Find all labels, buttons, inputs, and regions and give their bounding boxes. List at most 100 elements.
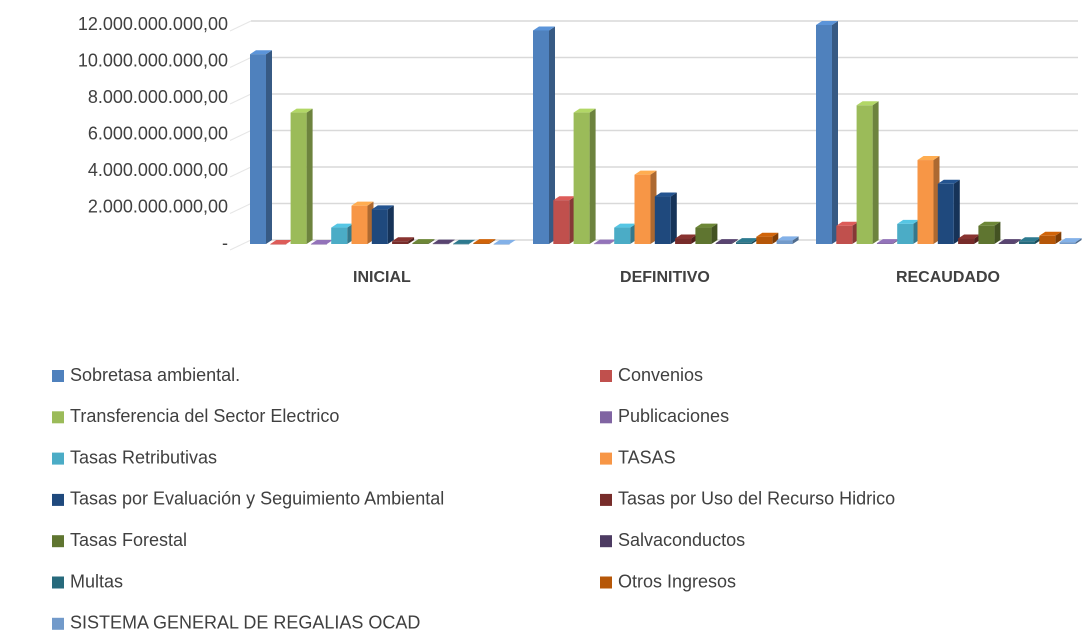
legend-swatch: [52, 452, 64, 465]
y-tick-label: 4.000.000.000,00: [88, 160, 228, 180]
bar-top: [290, 108, 313, 113]
bar-side: [489, 239, 496, 244]
bar-top: [412, 239, 435, 244]
bar-side: [994, 221, 1001, 244]
bar-top: [1059, 238, 1082, 243]
bar: [270, 244, 287, 245]
bar-top: [816, 21, 838, 25]
y-tick-label: 12.000.000.000,00: [78, 14, 228, 34]
bar-side: [711, 223, 718, 244]
legend-swatch: [52, 493, 64, 506]
x-tick-label: INICIAL: [353, 269, 411, 286]
bar-top: [836, 221, 859, 226]
legend-swatch: [600, 452, 612, 465]
legend-label: Otros Ingresos: [618, 571, 736, 591]
legend-label: TASAS: [618, 447, 676, 467]
legend-label: Multas: [70, 571, 123, 591]
bar-top: [654, 192, 677, 197]
bar-top: [998, 239, 1021, 244]
legend-label: Salvaconductos: [618, 530, 745, 550]
bar-top: [331, 223, 354, 228]
bar-top: [270, 240, 293, 244]
bar: [654, 196, 671, 244]
bar-top: [856, 101, 879, 106]
bar-top: [1019, 237, 1041, 242]
bar: [432, 243, 449, 245]
legend-label: Tasas por Evaluación y Seguimiento Ambie…: [70, 489, 444, 509]
bar-side: [792, 236, 799, 244]
bar-side: [408, 237, 415, 244]
legend-swatch: [52, 411, 64, 424]
bar: [736, 242, 752, 244]
bar-side: [266, 50, 272, 245]
legend-label: Tasas Forestal: [70, 530, 187, 550]
bar-top: [917, 156, 940, 161]
bar-side: [1055, 231, 1062, 244]
bar: [978, 225, 995, 244]
bar: [958, 238, 975, 244]
bar-top: [250, 50, 272, 55]
bar: [695, 227, 712, 244]
bar: [573, 112, 590, 244]
y-tick-label: 10.000.000.000,00: [78, 50, 228, 70]
bar: [998, 243, 1015, 244]
legend-label: Convenios: [618, 365, 703, 385]
bar-top: [371, 205, 394, 210]
bar: [937, 183, 954, 244]
bar-side: [1014, 239, 1021, 244]
bar-top: [573, 108, 596, 113]
bar-side: [772, 232, 779, 244]
legend-label: Publicaciones: [618, 406, 729, 426]
bar-top: [978, 221, 1001, 226]
bar-top: [695, 223, 718, 228]
bar: [856, 105, 873, 244]
bar: [392, 241, 409, 244]
bar: [250, 54, 266, 245]
bar: [310, 244, 327, 245]
bar: [351, 205, 368, 244]
bar-top: [432, 239, 455, 244]
bar-top: [715, 239, 738, 244]
legend-label: Sobretasa ambiental.: [70, 365, 240, 385]
legend-label: SISTEMA GENERAL DE REGALIAS OCAD: [70, 613, 420, 633]
bar-top: [937, 179, 960, 184]
bar-side: [1075, 238, 1082, 244]
bar-top: [876, 239, 899, 244]
bar: [371, 209, 388, 244]
bar-side: [306, 108, 313, 244]
bar-top: [1039, 231, 1062, 236]
bar: [331, 227, 348, 244]
bar-top: [593, 239, 616, 244]
bar: [816, 25, 832, 244]
bar-side: [731, 239, 738, 244]
bar-side: [469, 239, 475, 244]
bar: [917, 160, 934, 244]
bar-top: [756, 232, 779, 237]
legend-label: Transferencia del Sector Electrico: [70, 406, 339, 426]
bar-top: [634, 170, 657, 175]
legend-label: Tasas Retributivas: [70, 447, 217, 467]
grid-depth: [229, 130, 252, 141]
bar-top: [453, 239, 475, 244]
bar: [1059, 242, 1076, 244]
bar-top: [776, 236, 799, 241]
x-tick-label: DEFINITIVO: [620, 269, 710, 286]
grid-depth: [229, 57, 252, 68]
bar-top: [473, 239, 496, 244]
bar: [473, 243, 490, 244]
bar: [836, 225, 853, 244]
y-tick-label: 2.000.000.000,00: [88, 196, 228, 216]
y-tick-label: 8.000.000.000,00: [88, 87, 228, 107]
bar: [1019, 241, 1035, 244]
legend-swatch: [600, 411, 612, 424]
bar-top: [533, 26, 555, 31]
bar: [1039, 235, 1056, 244]
x-tick-label: RECAUDADO: [896, 269, 1000, 286]
legend-swatch: [600, 535, 612, 548]
bar: [290, 112, 307, 244]
bar: [897, 223, 914, 244]
bar-side: [448, 239, 455, 244]
grid-depth: [229, 239, 252, 251]
legend-swatch: [600, 576, 612, 589]
